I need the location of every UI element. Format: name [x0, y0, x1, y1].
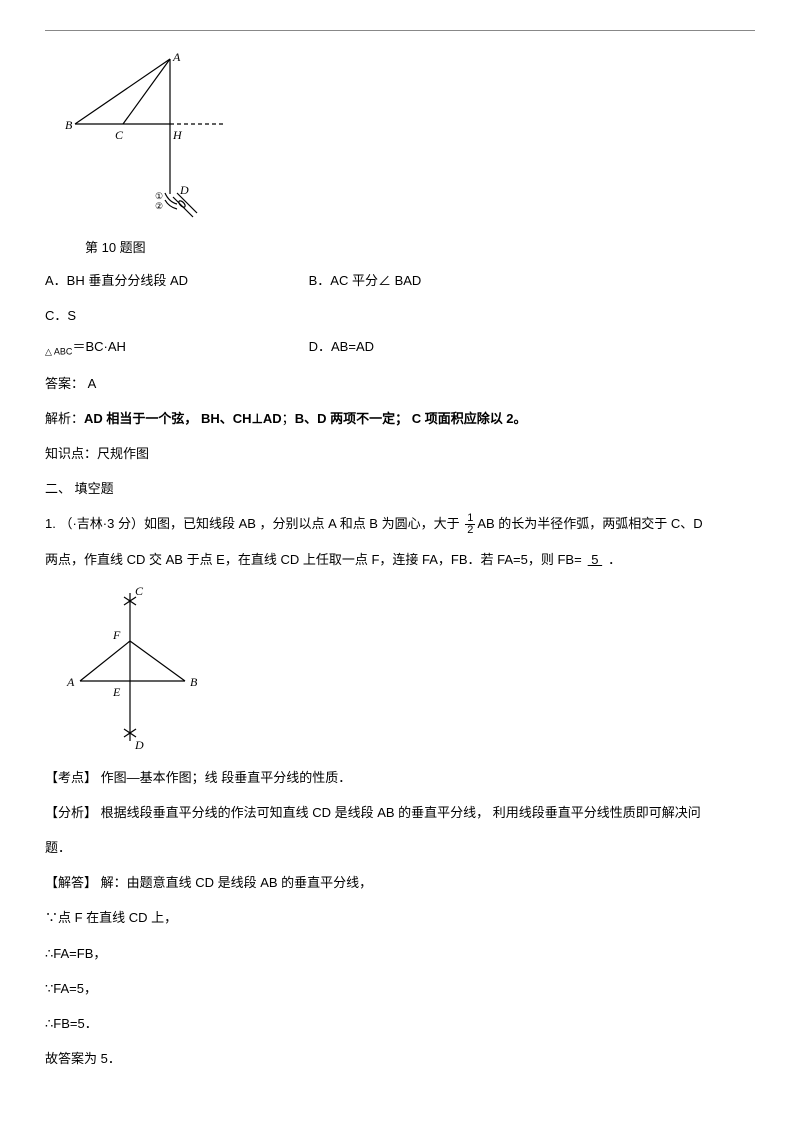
step-3: ∵FA=5，: [45, 973, 755, 1004]
fig1-label-b: B: [65, 118, 73, 132]
kaodian-line: 【考点】 作图—基本作图；线 段垂直平分线的性质．: [45, 762, 755, 793]
fig2-label-b: B: [190, 675, 198, 689]
figure-1: A B C H D ① ②: [65, 49, 755, 229]
option-d: D．AB=AD: [309, 339, 374, 354]
fig1-label-d: D: [179, 183, 189, 197]
fig2-label-f: F: [112, 628, 121, 642]
figure-2: C F A E B D: [65, 581, 755, 756]
knowledge-point: 知识点：尺规作图: [45, 438, 755, 469]
option-c: C．S△ ABC＝BC·AH: [45, 300, 305, 363]
fig1-label-c: C: [115, 128, 124, 142]
fig1-circ2: ②: [155, 201, 163, 211]
section-2-heading: 二、 填空题: [45, 473, 755, 504]
options-row-1: A．BH 垂直分分线段 AD B．AC 平分∠ BAD: [45, 265, 755, 296]
fig1-circ1: ①: [155, 191, 163, 201]
options-row-2: C．S△ ABC＝BC·AH D．AB=AD: [45, 300, 755, 363]
figure1-caption: 第 10 题图: [85, 235, 755, 261]
question-1-line1: 1. （·吉林·3 分）如图，已知线段 AB ，分别以点 A 和点 B 为圆心，…: [45, 508, 755, 539]
fig1-label-a: A: [172, 50, 181, 64]
fig2-label-d: D: [134, 738, 144, 752]
fenxi-line1: 【分析】 根据线段垂直平分线的作法可知直线 CD 是线段 AB 的垂直平分线， …: [45, 797, 755, 828]
fig1-label-h: H: [172, 128, 183, 142]
question-1-line2: 两点，作直线 CD 交 AB 于点 E，在直线 CD 上任取一点 F，连接 FA…: [45, 544, 755, 575]
fig2-label-c: C: [135, 584, 144, 598]
fig2-label-e: E: [112, 685, 121, 699]
fenxi-line2: 题．: [45, 832, 755, 863]
analysis-line: 解析：AD 相当于一个弦， BH、CH⊥AD；B、D 两项不一定； C 项面积应…: [45, 403, 755, 434]
option-b: B．AC 平分∠ BAD: [309, 273, 422, 288]
fig2-label-a: A: [66, 675, 75, 689]
blank-answer: 5: [582, 552, 608, 567]
header-rule: [45, 30, 755, 31]
answer-line: 答案： A: [45, 368, 755, 399]
final-answer: 故答案为 5．: [45, 1043, 755, 1074]
jieda-line: 【解答】 解：由题意直线 CD 是线段 AB 的垂直平分线，: [45, 867, 755, 898]
step-1: ∵点 F 在直线 CD 上，: [45, 902, 755, 933]
step-4: ∴FB=5．: [45, 1008, 755, 1039]
step-2: ∴FA=FB，: [45, 938, 755, 969]
option-a: A．BH 垂直分分线段 AD: [45, 265, 305, 296]
